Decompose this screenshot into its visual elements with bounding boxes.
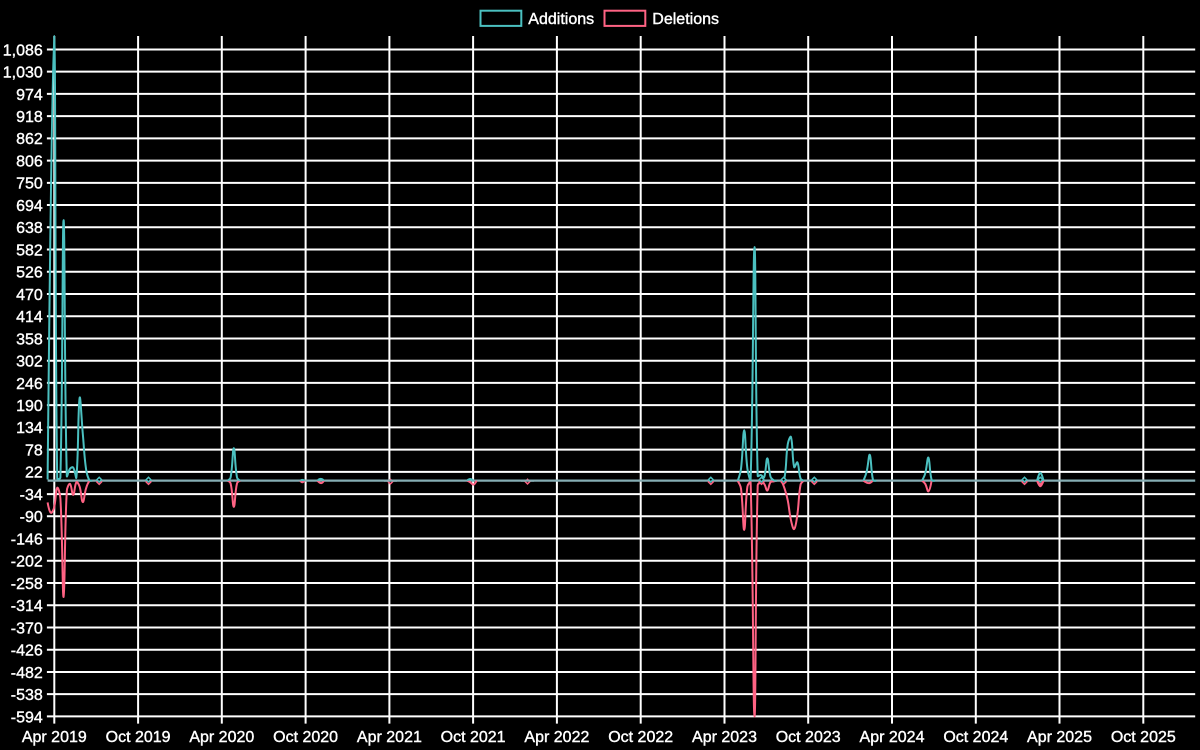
svg-text:-538: -538 — [11, 687, 43, 704]
svg-text:694: 694 — [16, 198, 43, 215]
svg-text:-146: -146 — [11, 531, 43, 548]
svg-text:Oct 2020: Oct 2020 — [273, 729, 338, 746]
svg-text:134: 134 — [16, 420, 43, 437]
svg-text:Apr 2024: Apr 2024 — [860, 729, 925, 746]
svg-text:526: 526 — [16, 265, 43, 282]
svg-text:414: 414 — [16, 309, 43, 326]
svg-text:582: 582 — [16, 242, 43, 259]
svg-text:-370: -370 — [11, 620, 43, 637]
svg-text:638: 638 — [16, 220, 43, 237]
svg-text:-90: -90 — [20, 509, 43, 526]
svg-text:-258: -258 — [11, 576, 43, 593]
svg-text:750: 750 — [16, 176, 43, 193]
svg-text:Apr 2023: Apr 2023 — [692, 729, 757, 746]
svg-text:1,086: 1,086 — [3, 42, 43, 59]
svg-text:Apr 2019: Apr 2019 — [22, 729, 87, 746]
svg-text:470: 470 — [16, 287, 43, 304]
svg-text:Additions: Additions — [528, 11, 594, 28]
svg-text:Oct 2025: Oct 2025 — [1111, 729, 1176, 746]
svg-text:Oct 2019: Oct 2019 — [106, 729, 171, 746]
svg-text:Apr 2025: Apr 2025 — [1027, 729, 1092, 746]
svg-text:Deletions: Deletions — [652, 11, 719, 28]
svg-text:-426: -426 — [11, 643, 43, 660]
svg-text:918: 918 — [16, 109, 43, 126]
svg-text:22: 22 — [25, 465, 43, 482]
svg-text:Oct 2024: Oct 2024 — [943, 729, 1008, 746]
svg-text:-314: -314 — [11, 598, 43, 615]
svg-text:-202: -202 — [11, 554, 43, 571]
svg-text:Apr 2020: Apr 2020 — [189, 729, 254, 746]
svg-text:Oct 2021: Oct 2021 — [441, 729, 506, 746]
svg-text:-34: -34 — [20, 487, 43, 504]
svg-text:Apr 2022: Apr 2022 — [524, 729, 589, 746]
svg-text:-594: -594 — [11, 709, 43, 726]
svg-text:Apr 2021: Apr 2021 — [357, 729, 422, 746]
svg-text:Oct 2022: Oct 2022 — [608, 729, 673, 746]
svg-text:78: 78 — [25, 442, 43, 459]
svg-text:974: 974 — [16, 87, 43, 104]
svg-text:302: 302 — [16, 354, 43, 371]
svg-text:246: 246 — [16, 376, 43, 393]
svg-text:358: 358 — [16, 331, 43, 348]
svg-text:-482: -482 — [11, 665, 43, 682]
svg-text:806: 806 — [16, 153, 43, 170]
svg-text:190: 190 — [16, 398, 43, 415]
svg-text:Oct 2023: Oct 2023 — [776, 729, 841, 746]
svg-text:1,030: 1,030 — [3, 65, 43, 82]
svg-text:862: 862 — [16, 131, 43, 148]
